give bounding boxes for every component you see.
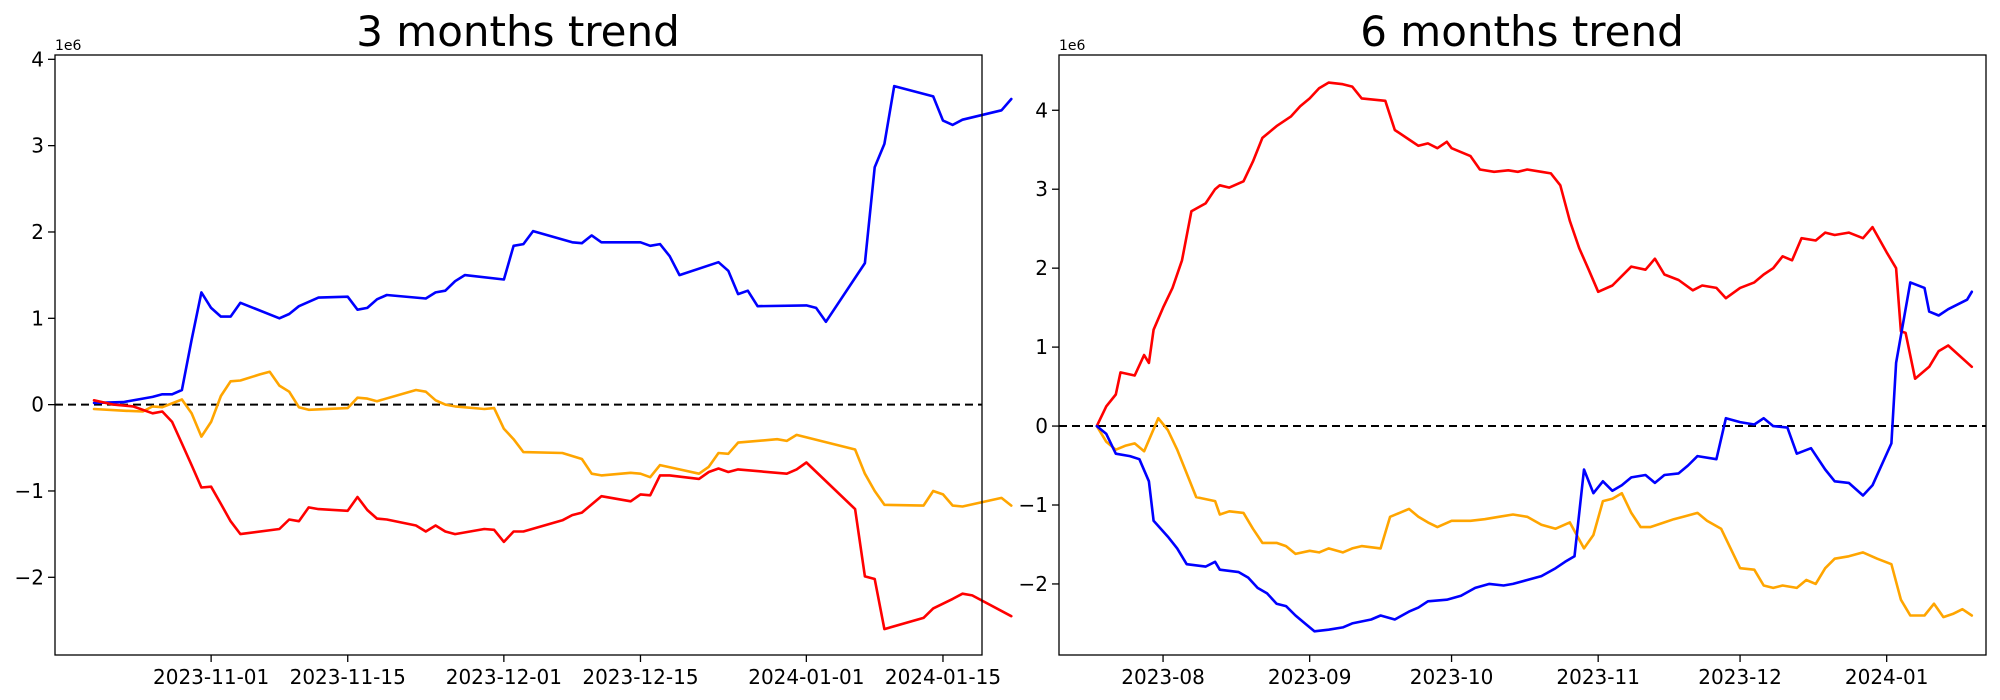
- y-offset-label: 1e6: [1059, 38, 1086, 54]
- y-tick-label: −2: [1019, 572, 1048, 596]
- y-tick-label: 4: [31, 47, 44, 71]
- series-line-orange: [1095, 416, 1974, 619]
- y-tick-label: 1: [1035, 335, 1048, 359]
- axes-frame: [1058, 54, 1987, 656]
- axes-frame: [54, 54, 983, 656]
- plot-area: [1059, 81, 1986, 633]
- chart-6-months: 6 months trend 1e6 2023-08 2023-09 2023-10…: [1019, 7, 1987, 689]
- x-tick-label: 2023-10: [1410, 665, 1494, 689]
- series-line-blue: [92, 84, 1013, 405]
- series-line-blue: [1095, 281, 1974, 633]
- x-tick-label: 2023-12: [1698, 665, 1782, 689]
- y-tick-label: 2: [31, 220, 44, 244]
- x-tick-label: 2023-09: [1268, 665, 1352, 689]
- x-tick-label: 2023-12-01: [446, 665, 562, 689]
- x-tick-label: 2023-12-15: [582, 665, 698, 689]
- chart-3-months: 3 months trend 1e6 2023-11-01 2023-11-15 2…: [15, 7, 1013, 689]
- y-tick-label: −1: [15, 479, 44, 503]
- y-tick-label: −2: [15, 565, 44, 589]
- y-tick-label: −1: [1019, 493, 1048, 517]
- chart-title: 6 months trend: [1360, 7, 1684, 56]
- x-tick-label: 2023-11-15: [290, 665, 406, 689]
- y-tick-label: 2: [1035, 256, 1048, 280]
- plot-area: [55, 84, 1013, 631]
- series-line-red: [1095, 81, 1974, 428]
- y-tick-label: 3: [1035, 177, 1048, 201]
- x-tick-label: 2023-11-01: [153, 665, 269, 689]
- y-tick-label: 3: [31, 134, 44, 158]
- x-tick-label: 2024-01: [1845, 665, 1929, 689]
- y-tick-label: 4: [1035, 98, 1048, 122]
- x-tick-label: 2023-08: [1121, 665, 1205, 689]
- series-line-red: [92, 399, 1013, 631]
- chart-title: 3 months trend: [356, 7, 680, 56]
- y-tick-label: 0: [31, 393, 44, 417]
- series-line-orange: [92, 370, 1013, 508]
- y-tick-label: 1: [31, 306, 44, 330]
- y-tick-label: 0: [1035, 414, 1048, 438]
- x-tick-label: 2024-01-15: [885, 665, 1001, 689]
- y-offset-label: 1e6: [55, 38, 82, 54]
- x-tick-label: 2024-01-01: [748, 665, 864, 689]
- x-tick-label: 2023-11: [1556, 665, 1640, 689]
